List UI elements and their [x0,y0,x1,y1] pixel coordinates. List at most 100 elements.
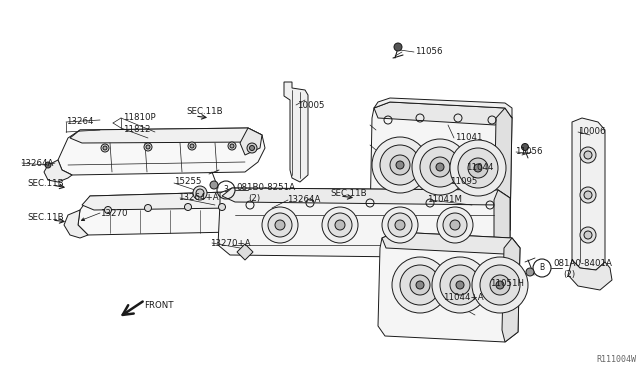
Polygon shape [382,232,520,254]
Circle shape [450,220,460,230]
Circle shape [101,144,109,152]
Circle shape [443,213,467,237]
Circle shape [193,186,207,200]
Text: 11056: 11056 [515,148,543,157]
Polygon shape [237,244,253,260]
Text: 081B0-8251A: 081B0-8251A [236,183,295,192]
Circle shape [382,207,418,243]
Text: 10006: 10006 [578,128,605,137]
Text: 11044+A: 11044+A [443,294,484,302]
Circle shape [420,147,460,187]
Text: 13270+A: 13270+A [210,240,251,248]
Text: (2): (2) [563,270,575,279]
Circle shape [268,213,292,237]
Text: 3: 3 [223,186,228,195]
Circle shape [410,275,430,295]
Circle shape [450,140,506,196]
Text: 11095: 11095 [450,177,477,186]
Circle shape [372,137,428,193]
Text: 15255: 15255 [174,177,202,186]
Circle shape [322,207,358,243]
Polygon shape [378,232,520,342]
Text: 10005: 10005 [297,102,324,110]
Text: 11056: 11056 [415,48,442,57]
Circle shape [490,275,510,295]
Circle shape [456,281,464,289]
Circle shape [584,151,592,159]
Circle shape [526,268,534,276]
Polygon shape [222,188,510,205]
Polygon shape [70,128,262,143]
Circle shape [228,142,236,150]
Circle shape [188,142,196,150]
Text: FRONT: FRONT [144,301,173,310]
Polygon shape [64,210,88,238]
Text: 11051H: 11051H [490,279,524,289]
Circle shape [468,158,488,178]
Polygon shape [374,102,512,125]
Circle shape [580,227,596,243]
Circle shape [275,220,285,230]
Polygon shape [218,188,510,258]
Polygon shape [568,260,612,290]
Circle shape [190,144,194,148]
Circle shape [210,181,218,189]
Text: 11041M: 11041M [427,196,462,205]
Text: 13270: 13270 [100,208,127,218]
Text: (2): (2) [248,195,260,203]
Text: SEC.11B: SEC.11B [27,179,63,187]
Circle shape [584,231,592,239]
Circle shape [395,220,405,230]
Circle shape [230,144,234,148]
Circle shape [480,265,520,305]
Circle shape [388,213,412,237]
Circle shape [45,162,51,168]
Circle shape [145,205,152,212]
Text: B: B [540,263,545,273]
Circle shape [584,191,592,199]
Circle shape [390,155,410,175]
Circle shape [184,203,191,211]
Circle shape [412,139,468,195]
Circle shape [146,145,150,149]
Circle shape [416,281,424,289]
Circle shape [580,187,596,203]
Circle shape [250,145,255,151]
Polygon shape [502,238,520,342]
Text: 11044: 11044 [466,164,493,173]
Circle shape [396,161,404,169]
Polygon shape [240,128,262,155]
Circle shape [392,257,448,313]
Polygon shape [494,108,512,240]
Polygon shape [494,190,510,258]
Circle shape [262,207,298,243]
Polygon shape [78,192,242,235]
Polygon shape [572,118,605,270]
Text: 13264A: 13264A [20,158,53,167]
Polygon shape [374,98,512,118]
Text: SEC.11B: SEC.11B [186,108,223,116]
Circle shape [144,143,152,151]
Circle shape [218,203,225,211]
Text: 13264+A: 13264+A [178,192,219,202]
Circle shape [394,43,402,51]
Circle shape [380,145,420,185]
Text: SEC.11B: SEC.11B [330,189,367,199]
Circle shape [458,148,498,188]
Polygon shape [58,128,265,175]
Polygon shape [82,192,240,210]
Text: 081A0-8401A: 081A0-8401A [553,259,612,267]
Circle shape [335,220,345,230]
Text: 13264: 13264 [66,116,93,125]
Polygon shape [482,242,498,258]
Circle shape [103,146,107,150]
Circle shape [400,265,440,305]
Circle shape [580,147,596,163]
Polygon shape [284,82,308,182]
Polygon shape [44,160,72,182]
Text: R111004W: R111004W [596,355,636,364]
Text: 11812: 11812 [123,125,150,134]
Circle shape [474,164,482,172]
Circle shape [196,189,204,197]
Text: SEC.11B: SEC.11B [27,212,63,221]
